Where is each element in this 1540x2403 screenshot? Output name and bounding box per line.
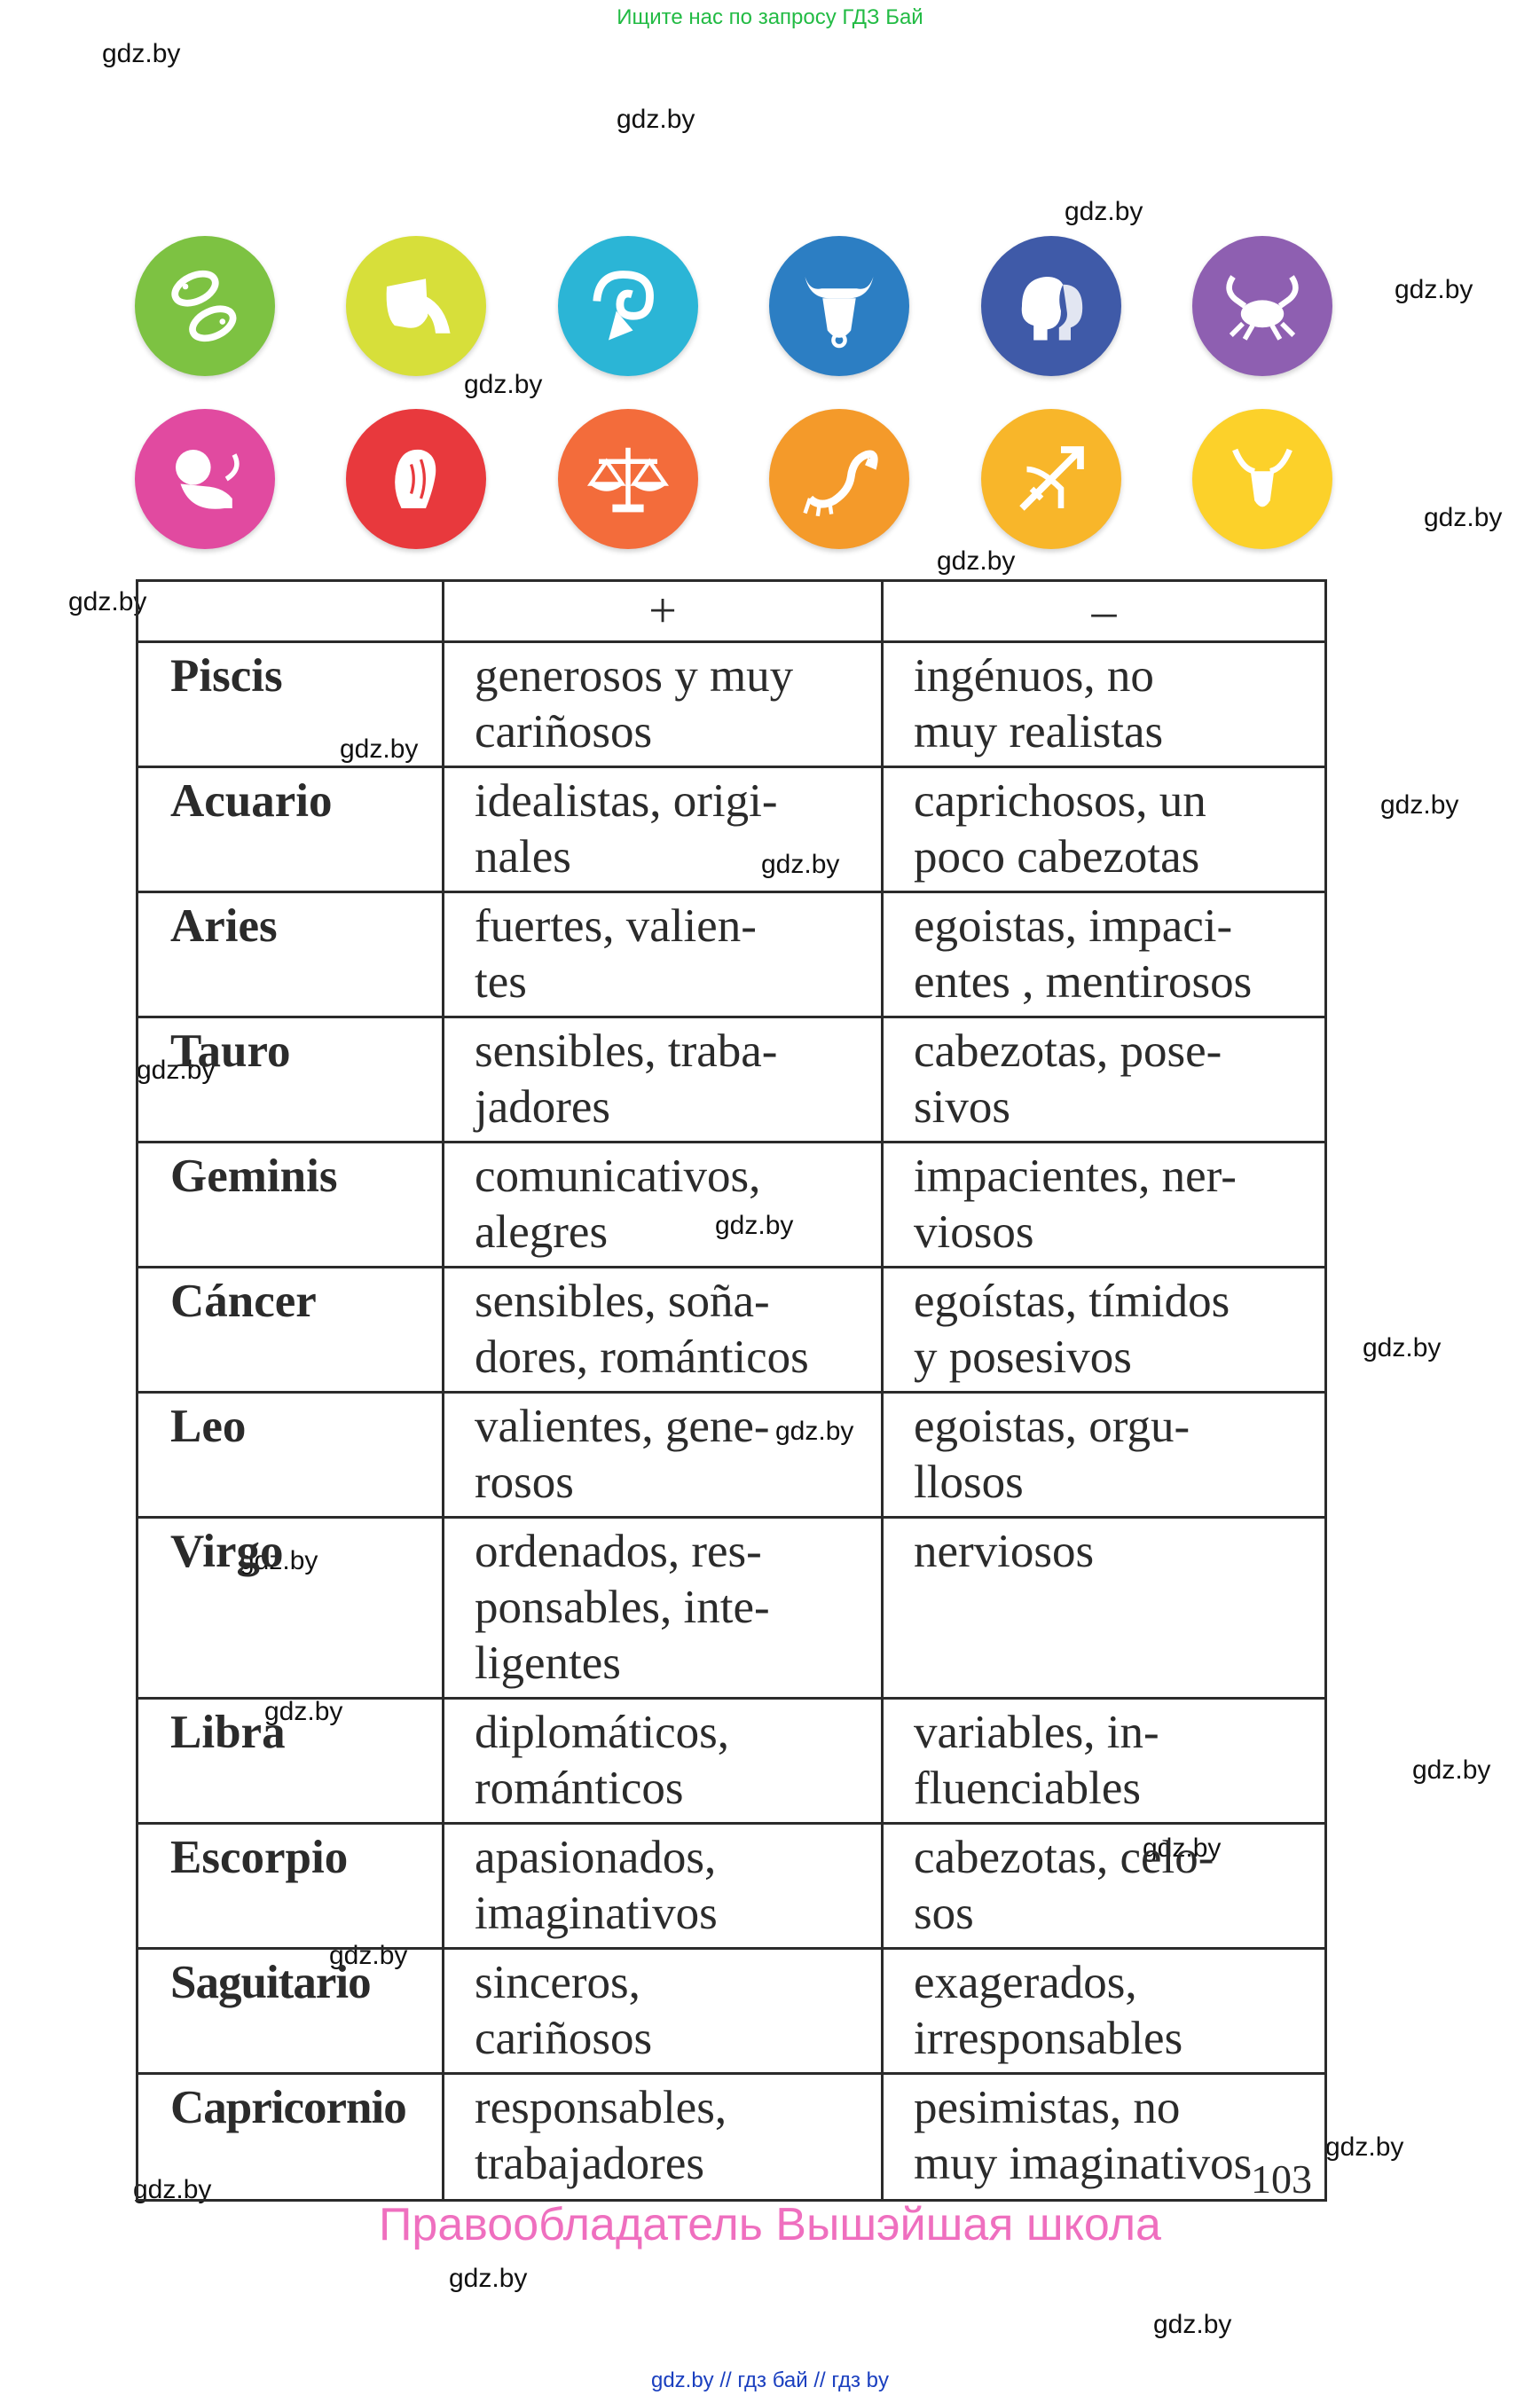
footer-links[interactable]: gdz.by // гдз бай // гдз by bbox=[650, 2368, 890, 2392]
watermark: gdz.by bbox=[1363, 1333, 1442, 1362]
negative-traits: egoístas, tímidos y posesivos bbox=[881, 1266, 1327, 1394]
negative-traits: ingénuos, no muy realistas bbox=[881, 640, 1327, 768]
table-row: Acuario idealistas, origi-nales capricho… bbox=[136, 766, 1327, 893]
capricorn-icon bbox=[1191, 409, 1332, 549]
page-number: 103 bbox=[1251, 2156, 1312, 2202]
top-banner[interactable]: Ищите нас по запросу ГДЗ Бай bbox=[617, 5, 923, 29]
pisces-icon bbox=[135, 236, 275, 376]
positive-traits: fuertes, valien-tes bbox=[442, 891, 884, 1018]
watermark: gdz.by bbox=[68, 587, 147, 616]
negative-traits: exagerados, irresponsables bbox=[881, 1947, 1327, 2075]
table-row: Tauro sensibles, traba-jadores cabezotas… bbox=[136, 1016, 1327, 1143]
sagittarius-icon bbox=[980, 409, 1121, 549]
table-row: Saguitario sinceros, cariñosos exagerados… bbox=[136, 1947, 1327, 2075]
negative-traits: cabezotas, celo-sos bbox=[881, 1822, 1327, 1950]
sign-name: Capricornio bbox=[136, 2072, 444, 2202]
positive-traits: sinceros, cariñosos bbox=[442, 1947, 884, 2075]
negative-traits: variables, in-fluenciables bbox=[881, 1697, 1327, 1825]
watermark: gdz.by bbox=[464, 370, 543, 399]
rights-holder: Правообладатель Вышэйшая школа bbox=[379, 2199, 1161, 2250]
watermark: gdz.by bbox=[1380, 790, 1459, 820]
zodiac-icons-row-1 bbox=[135, 236, 1332, 378]
watermark: gdz.by bbox=[449, 2264, 528, 2293]
negative-traits: egoistas, impaci-entes , mentirosos bbox=[881, 891, 1327, 1018]
virgo-icon bbox=[346, 409, 487, 549]
watermark: gdz.by bbox=[102, 39, 181, 68]
sign-name: Virgo bbox=[136, 1516, 444, 1700]
watermark: gdz.by bbox=[1395, 275, 1473, 304]
zodiac-traits-table: + – Piscis generosos y muy cariñosos ingé… bbox=[136, 579, 1327, 2202]
table-row: Capricornio responsables, trabajadores pe… bbox=[136, 2072, 1327, 2202]
sign-name: Piscis bbox=[136, 640, 444, 768]
scorpio-icon bbox=[769, 409, 910, 549]
table-row: Virgo ordenados, res-ponsables, inte-lig… bbox=[136, 1516, 1327, 1700]
table-row: Aries fuertes, valien-tes egoistas, impa… bbox=[136, 891, 1327, 1018]
positive-traits: sensibles, soña-dores, románticos bbox=[442, 1266, 884, 1394]
negative-traits: cabezotas, pose-sivos bbox=[881, 1016, 1327, 1143]
positive-traits: valientes, gene-rosos bbox=[442, 1391, 884, 1519]
watermark: gdz.by bbox=[1424, 503, 1503, 532]
watermark: gdz.by bbox=[1412, 1755, 1491, 1785]
aries-icon bbox=[557, 236, 698, 376]
sign-name: Aries bbox=[136, 891, 444, 1018]
sign-name: Tauro bbox=[136, 1016, 444, 1143]
watermark: gdz.by bbox=[617, 105, 695, 134]
table-header-row: + – bbox=[136, 579, 1327, 643]
sign-name: Escorpio bbox=[136, 1822, 444, 1950]
positive-traits: diplomáticos, románticos bbox=[442, 1697, 884, 1825]
leo-icon bbox=[135, 409, 275, 549]
watermark: gdz.by bbox=[1065, 197, 1143, 226]
aquarius-icon bbox=[346, 236, 487, 376]
sign-name: Acuario bbox=[136, 766, 444, 893]
table-row: Libra diplomáticos, románticos variables,… bbox=[136, 1697, 1327, 1825]
table-row: Escorpio apasionados, imaginativos cabezo… bbox=[136, 1822, 1327, 1950]
negative-traits: impacientes, ner-viosos bbox=[881, 1141, 1327, 1268]
zodiac-icons-row-2 bbox=[135, 409, 1332, 551]
watermark: gdz.by bbox=[1153, 2310, 1232, 2339]
libra-icon bbox=[557, 409, 698, 549]
table-row: Piscis generosos y muy cariñosos ingénuos… bbox=[136, 640, 1327, 768]
watermark: gdz.by bbox=[937, 546, 1016, 576]
sign-name: Saguitario bbox=[136, 1947, 444, 2075]
sign-name: Geminis bbox=[136, 1141, 444, 1268]
negative-traits: nerviosos bbox=[881, 1516, 1327, 1700]
positive-traits: generosos y muy cariñosos bbox=[442, 640, 884, 768]
sign-name: Libra bbox=[136, 1697, 444, 1825]
header-sign bbox=[136, 579, 444, 643]
taurus-icon bbox=[769, 236, 910, 376]
sign-name: Cáncer bbox=[136, 1266, 444, 1394]
positive-traits: sensibles, traba-jadores bbox=[442, 1016, 884, 1143]
positive-traits: comunicativos, alegres bbox=[442, 1141, 884, 1268]
gemini-icon bbox=[980, 236, 1121, 376]
negative-traits: pesimistas, no muy imaginativos bbox=[881, 2072, 1327, 2202]
positive-traits: responsables, trabajadores bbox=[442, 2072, 884, 2202]
header-minus: – bbox=[881, 579, 1327, 643]
sign-name: Leo bbox=[136, 1391, 444, 1519]
cancer-icon bbox=[1191, 236, 1332, 376]
watermark: gdz.by bbox=[1325, 2132, 1404, 2162]
table-row: Geminis comunicativos, alegres impaciente… bbox=[136, 1141, 1327, 1268]
table-row: Cáncer sensibles, soña-dores, románticos… bbox=[136, 1266, 1327, 1394]
positive-traits: apasionados, imaginativos bbox=[442, 1822, 884, 1950]
negative-traits: egoistas, orgu-llosos bbox=[881, 1391, 1327, 1519]
table-row: Leo valientes, gene-rosos egoistas, orgu… bbox=[136, 1391, 1327, 1519]
positive-traits: idealistas, origi-nales bbox=[442, 766, 884, 893]
positive-traits: ordenados, res-ponsables, inte-ligentes bbox=[442, 1516, 884, 1700]
header-plus: + bbox=[442, 579, 884, 643]
negative-traits: caprichosos, un poco cabezotas bbox=[881, 766, 1327, 893]
